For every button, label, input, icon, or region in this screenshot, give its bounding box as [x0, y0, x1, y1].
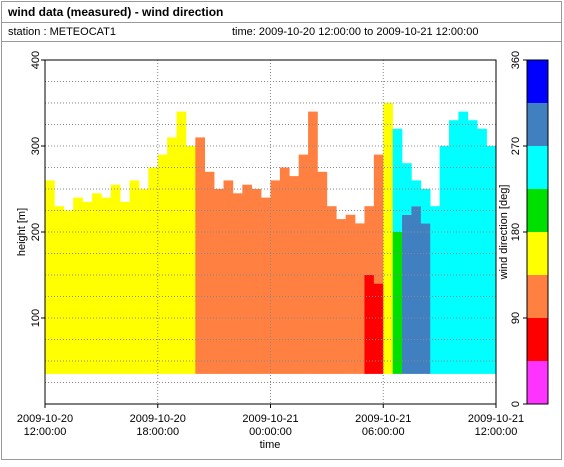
- cell: [308, 111, 318, 374]
- cell: [458, 111, 469, 374]
- colorbar-tick-label: 90: [510, 312, 522, 324]
- x-tick-label: 2009-10-21 06:00:00: [355, 413, 411, 438]
- colorbar-band: [527, 103, 548, 146]
- cell: [223, 180, 234, 374]
- cell: [232, 193, 243, 374]
- cell: [176, 111, 187, 374]
- x-tick-label: 2009-10-20 12:00:00: [17, 413, 73, 438]
- cell: [251, 189, 262, 374]
- cell: [326, 206, 337, 374]
- plot-border: [44, 59, 497, 405]
- x-tick-label: 2009-10-21 12:00:00: [468, 413, 524, 438]
- colorbar-band: [527, 189, 548, 232]
- cell: [298, 154, 309, 374]
- cell: [91, 193, 102, 374]
- cell: [411, 206, 422, 374]
- cell: [402, 163, 412, 215]
- cell: [373, 154, 384, 284]
- colorbar-band: [527, 318, 548, 361]
- cell: [345, 214, 356, 374]
- cell: [449, 120, 459, 374]
- cell: [439, 146, 450, 374]
- cell: [157, 154, 168, 374]
- cell: [486, 146, 497, 374]
- cell: [364, 206, 375, 275]
- colorbar-tick-label: 270: [510, 137, 522, 155]
- y-tick-label: 200: [30, 223, 42, 241]
- x-tick-label: 2009-10-21 00:00:00: [242, 413, 298, 438]
- cell: [195, 137, 206, 374]
- cell: [73, 197, 83, 374]
- cell: [148, 167, 159, 374]
- colorbar-tick-label: 360: [510, 51, 522, 69]
- cell: [430, 206, 440, 374]
- colorbar-band: [527, 361, 548, 404]
- cell: [383, 103, 393, 374]
- cell: [63, 210, 74, 374]
- cell: [364, 275, 375, 374]
- station: station : METEOCAT1: [8, 26, 116, 38]
- cell: [138, 189, 149, 374]
- cell: [279, 167, 290, 374]
- y-axis-label: height [m]: [16, 208, 28, 256]
- chart-title: wind data (measured) - wind direction: [7, 5, 223, 19]
- colorbar-tick-label: 180: [510, 223, 522, 241]
- cell: [373, 283, 384, 374]
- colorbar-band: [527, 60, 548, 103]
- colorbar-band: [527, 275, 548, 318]
- cell: [110, 184, 121, 374]
- y-tick-label: 100: [30, 309, 42, 327]
- cell: [317, 171, 328, 374]
- cell: [214, 189, 224, 374]
- cell: [355, 223, 365, 374]
- cell: [242, 184, 253, 374]
- colorbar-band: [527, 232, 548, 275]
- cell: [392, 128, 403, 232]
- cell: [54, 206, 65, 374]
- colorbar-label: wind direction [deg]: [498, 185, 510, 281]
- cell: [129, 180, 140, 374]
- cell: [270, 180, 281, 374]
- y-tick-label: 300: [30, 137, 42, 155]
- cell: [336, 219, 346, 374]
- colorbar-band: [527, 146, 548, 189]
- cell: [411, 180, 422, 207]
- cell: [82, 201, 93, 374]
- cell: [467, 120, 478, 374]
- cell: [402, 214, 412, 374]
- period: time: 2009-10-20 12:00:00 to 2009-10-21 …: [232, 26, 478, 38]
- cell: [420, 189, 431, 224]
- cell: [120, 201, 130, 374]
- cell: [420, 223, 431, 374]
- cell: [477, 128, 487, 374]
- x-tick-label: 2009-10-20 18:00:00: [130, 413, 186, 438]
- cell: [45, 180, 55, 374]
- cell: [185, 146, 196, 374]
- cell: [167, 137, 177, 374]
- cell: [261, 197, 271, 374]
- x-axis-label: time: [260, 439, 281, 451]
- y-tick-label: 400: [30, 51, 42, 69]
- cell: [101, 197, 112, 374]
- colorbar-tick-label: 0: [510, 401, 522, 407]
- cell: [204, 171, 215, 374]
- cell: [392, 232, 403, 374]
